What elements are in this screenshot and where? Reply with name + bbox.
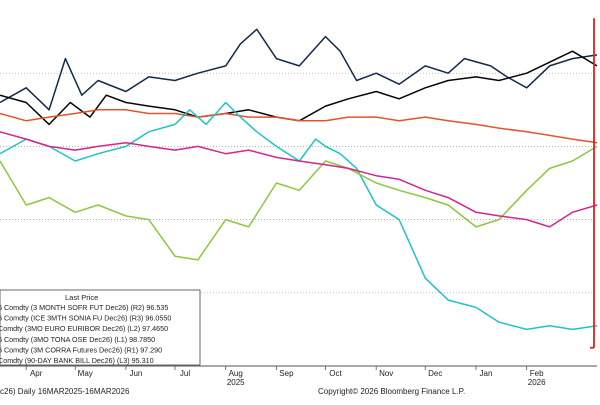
legend-box: [0, 289, 201, 366]
series-line-2: [0, 109, 598, 144]
x-tick-label: Feb: [530, 369, 544, 378]
legend-entry-3: 6 Comdty (3MO TONA OSE Dec26) (L1) 98.78…: [0, 335, 155, 344]
x-tick-label: May: [78, 369, 93, 378]
legend-entry-2: Comdty (3MO EURO EURIBOR Dec26) (L2) 97.…: [0, 324, 168, 333]
x-year-label: 2025: [227, 378, 245, 387]
x-tick-label: Apr: [30, 369, 43, 378]
x-tick-label: Aug: [229, 369, 243, 378]
x-tick-label: Jul: [180, 369, 190, 378]
x-tick-label: Nov: [379, 369, 393, 378]
series-line-5: [0, 131, 598, 228]
x-tick-label: Jan: [480, 369, 493, 378]
x-tick-label: Sep: [279, 369, 294, 378]
legend-entry-4: 6 Comdty (3M CORRA Futures Dec26) (R1) 9…: [0, 345, 162, 354]
x-tick-label: Oct: [329, 369, 342, 378]
legend-title: Last Price: [65, 293, 98, 302]
legend-entry-0: 6 Comdty (3 MONTH SOFR FUT Dec26) (R2) 9…: [0, 303, 168, 312]
x-tick-label: Jun: [129, 369, 142, 378]
footer-copyright: Copyright© 2026 Bloomberg Finance L.P.: [318, 387, 466, 396]
x-year-label: 2026: [528, 378, 546, 387]
footer-date-range: c26) Daily 16MAR2025-16MAR2026: [0, 387, 130, 396]
legend-entry-1: 6 Comdty (ICE 3MTH SONIA FU Dec26) (R3) …: [0, 314, 171, 323]
x-tick-label: Dec: [428, 369, 442, 378]
legend-entry-5: Comdty (90-DAY BANK BILL Dec26) (L3) 95.…: [0, 356, 154, 365]
series-line-0: [0, 28, 598, 111]
series-line-4: [0, 145, 598, 261]
